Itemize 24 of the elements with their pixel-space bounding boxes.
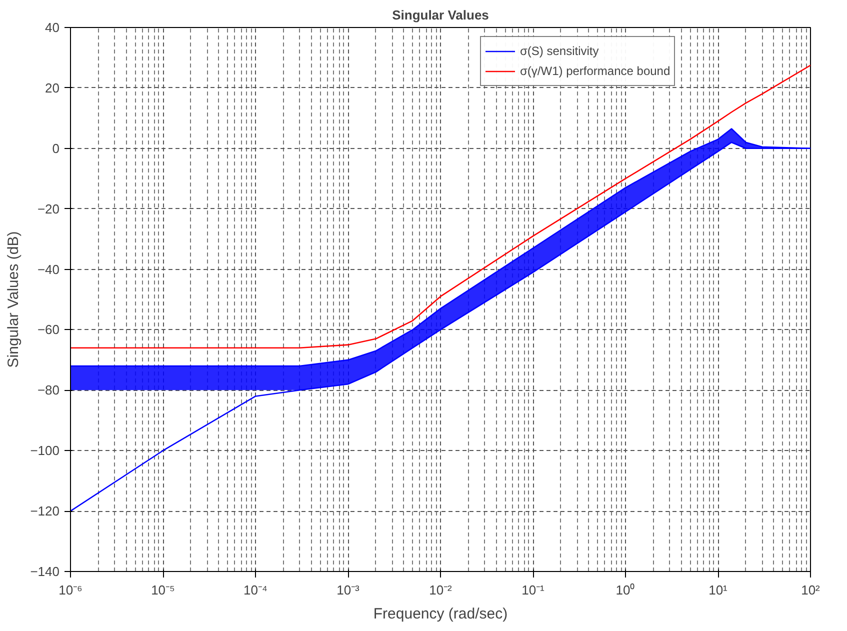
y-tick-label: −140 bbox=[30, 564, 60, 579]
x-tick-label: 10⁻⁶ bbox=[58, 582, 82, 598]
y-tick-label: −40 bbox=[37, 262, 60, 277]
x-tick-label: 10⁻² bbox=[429, 582, 453, 598]
x-axis-title: Frequency (rad/sec) bbox=[373, 606, 508, 622]
y-tick-label: 40 bbox=[45, 20, 60, 35]
x-tick-label: 10⁻⁴ bbox=[243, 582, 268, 598]
legend-label: σ(S) sensitivity bbox=[520, 44, 599, 58]
y-tick-label: −20 bbox=[37, 201, 60, 216]
y-axis-title: Singular Values (dB) bbox=[5, 231, 22, 368]
chart-title: Singular Values bbox=[392, 8, 489, 22]
y-tick-label: −100 bbox=[30, 443, 60, 458]
y-tick-label: 20 bbox=[45, 80, 60, 96]
y-tick-label: −80 bbox=[37, 382, 60, 398]
x-tick-label: 10⁻³ bbox=[336, 582, 360, 598]
legend-label: σ(γ/W1) performance bound bbox=[520, 64, 670, 78]
x-tick-label: 10⁰ bbox=[616, 582, 636, 598]
y-tick-label: −60 bbox=[37, 322, 60, 338]
x-tick-label: 10⁻¹ bbox=[522, 582, 546, 598]
x-tick-label: 10² bbox=[801, 582, 821, 598]
x-tick-label: 10¹ bbox=[708, 582, 728, 598]
x-tick-label: 10⁻⁵ bbox=[151, 582, 175, 598]
y-tick-label: 0 bbox=[52, 140, 60, 156]
y-tick-label: −120 bbox=[30, 504, 60, 519]
